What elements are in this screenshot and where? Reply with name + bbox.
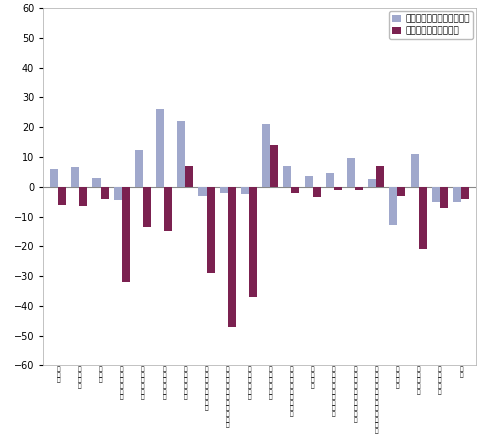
Bar [228, 187, 236, 327]
Bar [461, 187, 469, 199]
Bar [58, 187, 66, 205]
Bar [164, 187, 172, 231]
Bar [397, 187, 406, 196]
Bar [185, 166, 193, 187]
Bar [376, 166, 384, 187]
Bar [220, 187, 228, 193]
Bar [334, 187, 342, 190]
Bar [79, 187, 87, 206]
Bar [93, 178, 100, 187]
Bar [241, 187, 249, 194]
Bar [122, 187, 130, 282]
Bar [368, 179, 376, 187]
Bar [355, 187, 363, 190]
Bar [326, 173, 334, 187]
Bar [143, 187, 151, 227]
Bar [262, 124, 270, 187]
Bar [50, 169, 58, 187]
Bar [432, 187, 440, 201]
Bar [440, 187, 448, 208]
Bar [100, 187, 108, 199]
Bar [347, 159, 355, 187]
Bar [283, 166, 291, 187]
Bar [291, 187, 300, 193]
Bar [304, 177, 312, 187]
Bar [453, 187, 461, 201]
Bar [199, 187, 206, 196]
Bar [419, 187, 427, 249]
Bar [156, 110, 164, 187]
Bar [312, 187, 321, 197]
Bar [249, 187, 257, 297]
Bar [206, 187, 215, 273]
Bar [389, 187, 397, 226]
Bar [177, 121, 185, 187]
Bar [270, 145, 278, 187]
Bar [135, 149, 143, 187]
Bar [410, 154, 419, 187]
Legend: 前月比（季節調整済指数）, 前年同月比（原指数）: 前月比（季節調整済指数）, 前年同月比（原指数） [389, 11, 473, 39]
Bar [114, 187, 122, 200]
Bar [72, 167, 79, 187]
